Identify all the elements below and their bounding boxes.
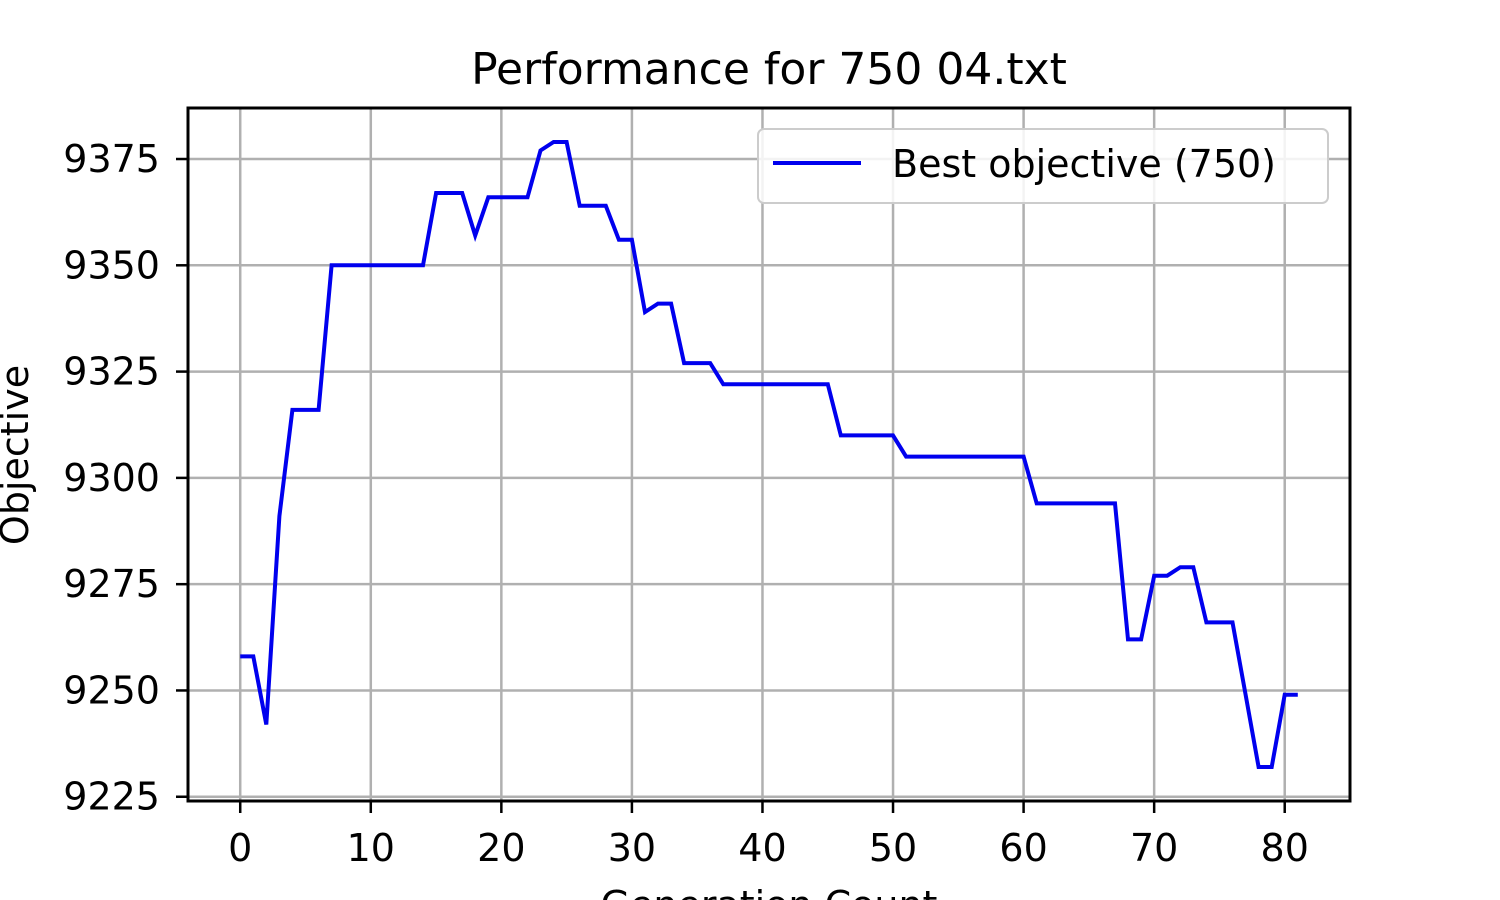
x-axis-label: Generation Count	[601, 883, 938, 900]
plot-frame	[186, 106, 1352, 803]
x-tick-label: 10	[347, 826, 395, 870]
legend-label: Best objective (750)	[892, 142, 1276, 186]
legend: Best objective (750)	[757, 128, 1329, 204]
y-tick-label: 9300	[63, 456, 160, 500]
y-tick-label: 9225	[63, 775, 160, 819]
y-axis-ticks: 9225 9250 9275 9300 9325 9350 9375	[63, 137, 188, 819]
x-axis-ticks: 0 10 20 30 40 50 60 70 80	[228, 801, 1309, 870]
x-tick-label: 40	[738, 826, 786, 870]
x-tick-label: 80	[1261, 826, 1309, 870]
grid-lines	[188, 108, 1350, 801]
y-tick-label: 9325	[63, 350, 160, 394]
x-tick-label: 70	[1130, 826, 1178, 870]
series-line-best-objective	[240, 140, 1298, 769]
legend-box	[757, 128, 1329, 204]
y-axis-label: Objective	[0, 365, 37, 545]
chart-title: Performance for 750 04.txt	[471, 44, 1067, 95]
x-tick-label: 30	[608, 826, 656, 870]
x-tick-label: 60	[999, 826, 1047, 870]
y-tick-label: 9375	[63, 137, 160, 181]
x-tick-label: 20	[477, 826, 525, 870]
y-tick-label: 9350	[63, 243, 160, 287]
x-tick-label: 0	[228, 826, 252, 870]
x-tick-label: 50	[869, 826, 917, 870]
y-tick-label: 9250	[63, 668, 160, 712]
y-tick-label: 9275	[63, 562, 160, 606]
